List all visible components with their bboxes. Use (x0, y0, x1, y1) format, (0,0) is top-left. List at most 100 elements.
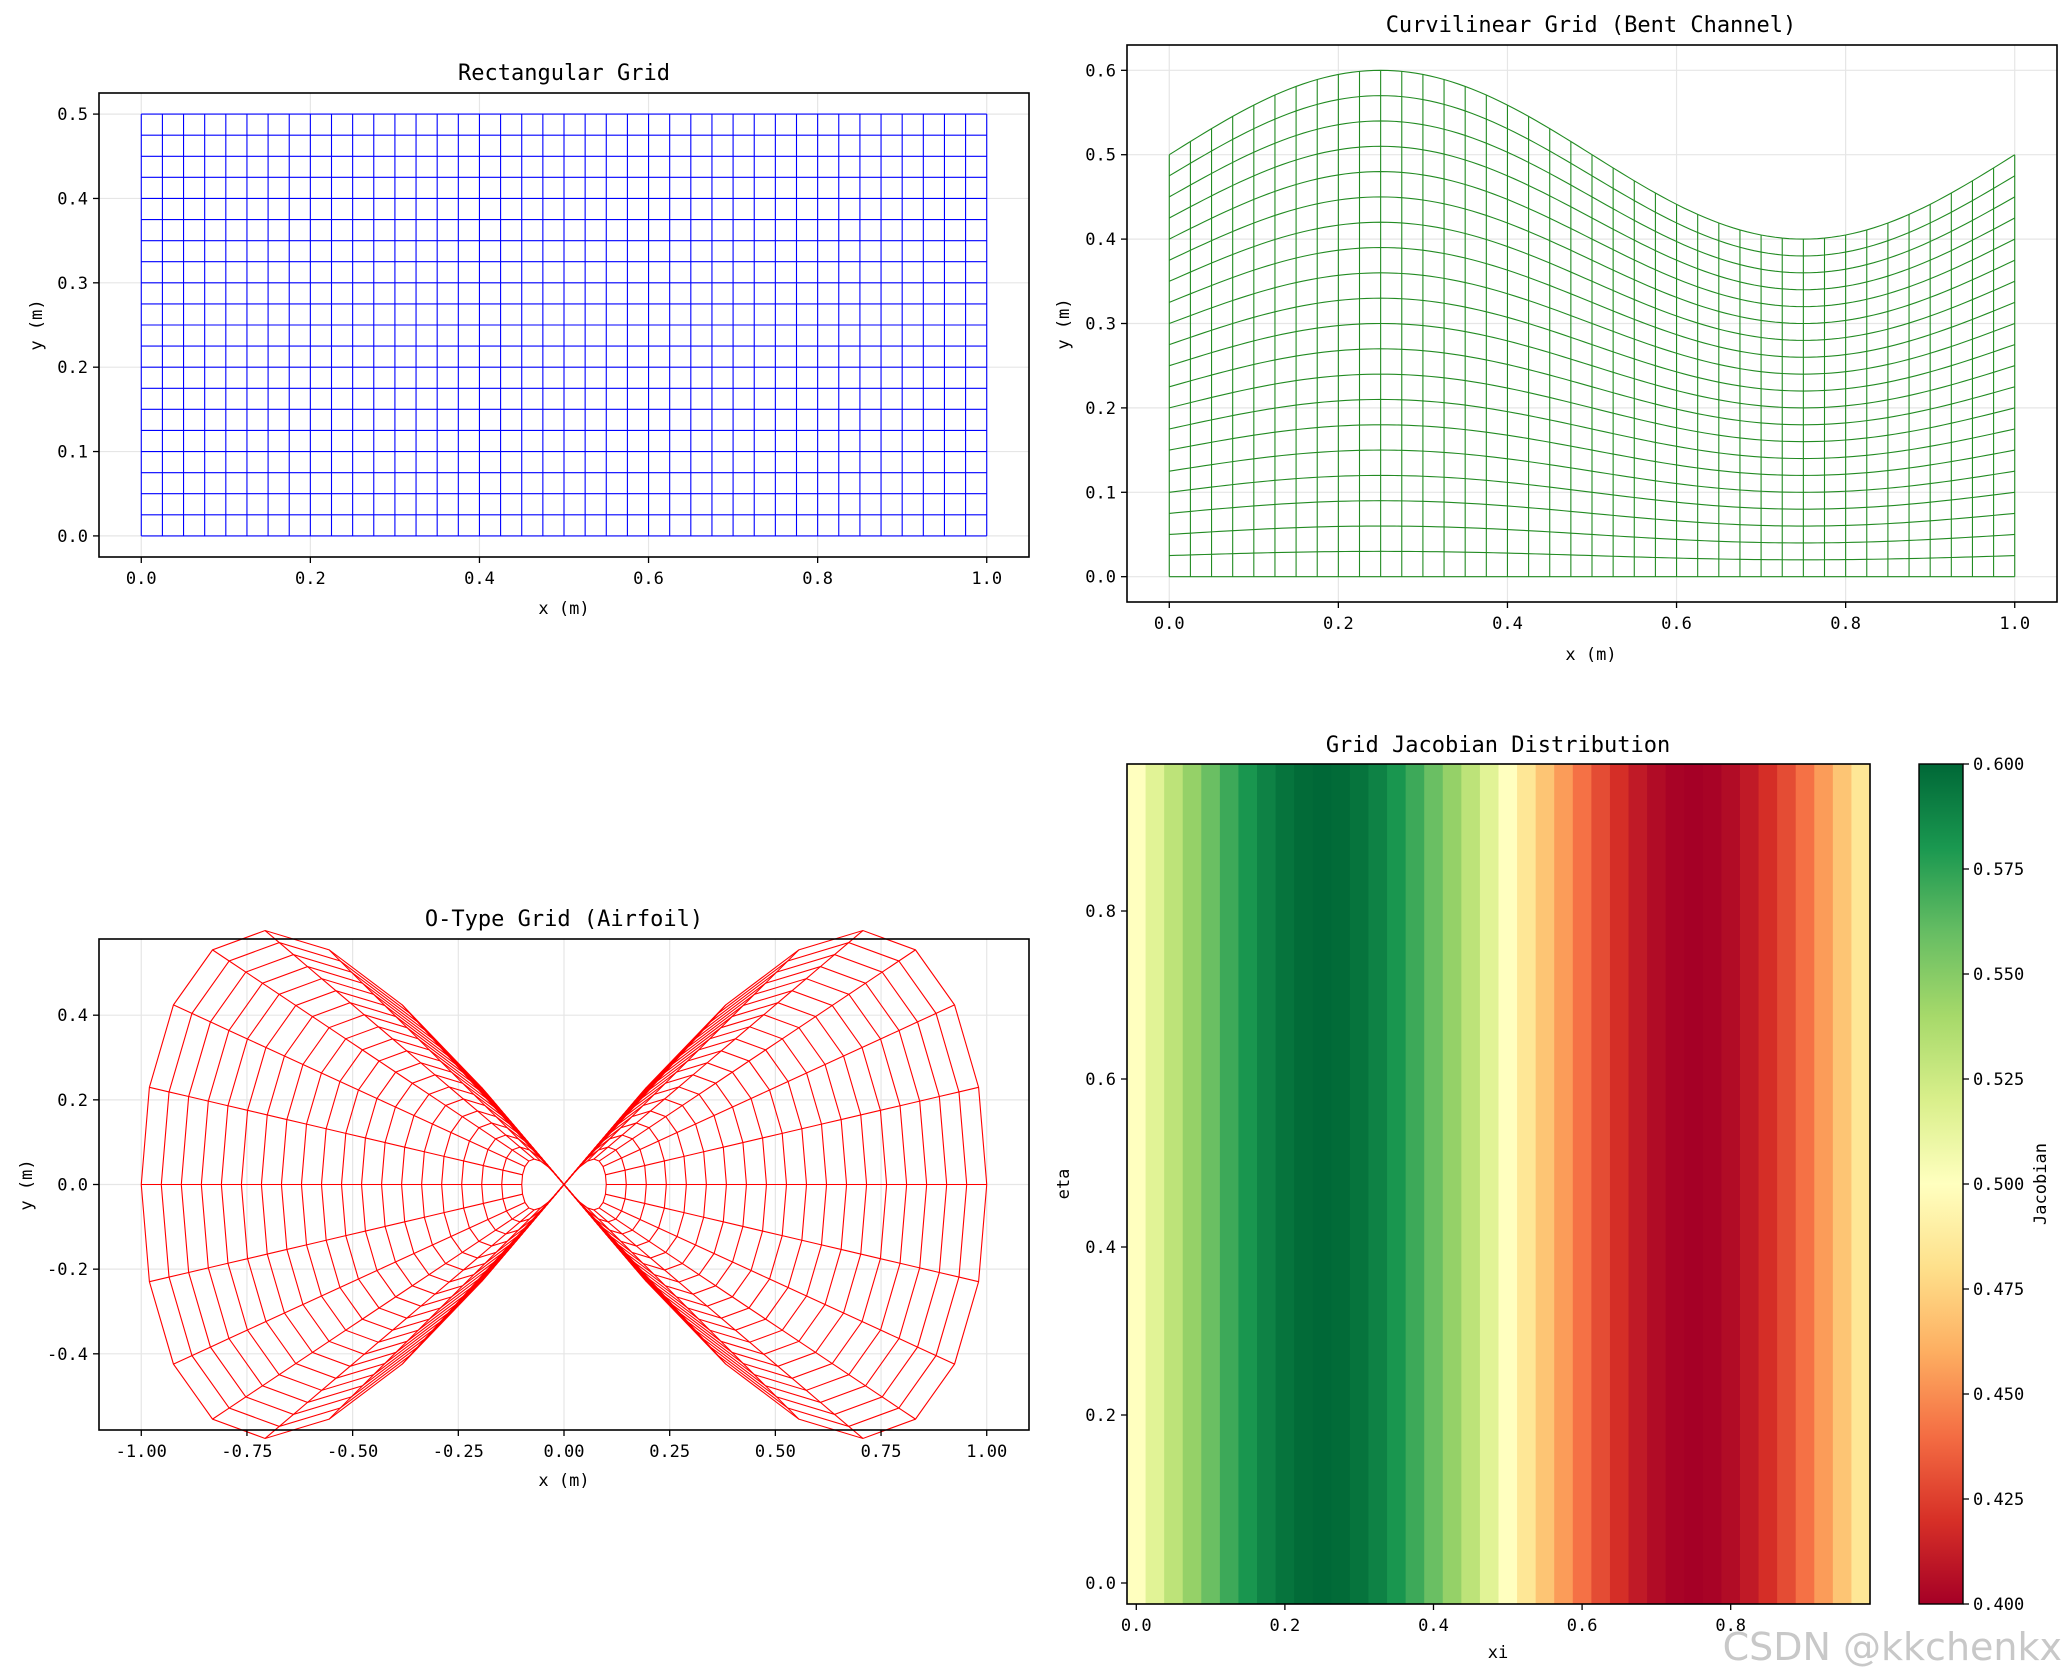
otype-spoke-5 (587, 949, 800, 1162)
otype-xtick-label-7: 0.75 (861, 1442, 902, 1462)
curv-xtick-label-5: 1.0 (1999, 614, 2030, 634)
jac-panel: Grid Jacobian Distribution 0.0 0.2 0.4 0.6 0… (1054, 733, 2051, 1663)
jac-xtick-label-1: 0.2 (1270, 1616, 1301, 1636)
jac-cell-col-6 (1238, 764, 1258, 1604)
jac-cell-col-16 (1424, 764, 1444, 1604)
jac-cell-col-32 (1721, 764, 1741, 1604)
otype-spoke-3 (598, 949, 916, 1162)
otype-title: O-Type Grid (Airfoil) (425, 907, 703, 932)
otype-panel: O-Type Grid (Airfoil) -1.00 -0.75 -0.50 -0.… (17, 907, 1030, 1491)
jac-cell-col-23 (1554, 764, 1574, 1604)
jac-cell-col-36 (1795, 764, 1815, 1604)
otype-spoke-25 (571, 1193, 647, 1283)
jac-ylabel: eta (1054, 1169, 1074, 1200)
jac-cell-col-28 (1647, 764, 1667, 1604)
jac-cell-col-25 (1591, 764, 1611, 1604)
jac-cell-col-37 (1814, 764, 1834, 1604)
otype-spoke-18 (173, 1004, 526, 1168)
otype-spoke-29 (598, 1207, 916, 1420)
otype-ytick-label-1: -0.2 (47, 1260, 88, 1280)
otype-xtick-label-2: -0.50 (327, 1442, 378, 1462)
colorbar-tick-label-6: 0.550 (1973, 965, 2024, 985)
otype-spoke-30 (602, 1201, 955, 1365)
jac-cell-col-24 (1572, 764, 1592, 1604)
otype-xtick-label-0: -1.00 (116, 1442, 167, 1462)
jac-cell-col-39 (1851, 764, 1871, 1604)
colorbar-tick-label-8: 0.600 (1973, 755, 2024, 775)
otype-spoke-1 (605, 1086, 979, 1176)
curv-ytick-label-2: 0.2 (1085, 399, 1116, 419)
jac-ytick-label-1: 0.2 (1085, 1406, 1116, 1426)
jac-cell-col-5 (1219, 764, 1240, 1604)
otype-spoke-7 (571, 1086, 647, 1176)
rect-xlabel: x (m) (538, 599, 589, 619)
curv-mesh (1168, 69, 2016, 578)
jac-cell-col-2 (1164, 764, 1184, 1604)
jac-ytick-label-3: 0.6 (1085, 1070, 1116, 1090)
rect-mesh (140, 113, 988, 537)
otype-spoke-15 (149, 1193, 523, 1283)
colorbar-tick-label-4: 0.500 (1973, 1175, 2024, 1195)
curv-ytick-label-3: 0.3 (1085, 315, 1116, 335)
jac-cell-col-8 (1275, 764, 1295, 1604)
curv-xlabel: x (m) (1565, 645, 1616, 665)
otype-spoke-6 (579, 1004, 727, 1167)
otype-xlabel: x (m) (538, 1471, 589, 1491)
jac-cell-col-14 (1387, 764, 1407, 1604)
jac-cell-col-11 (1331, 764, 1351, 1604)
jac-cell-col-15 (1405, 764, 1425, 1604)
jac-cell-col-13 (1368, 764, 1388, 1604)
otype-spoke-31 (605, 1193, 979, 1283)
jac-cell-col-10 (1312, 764, 1332, 1604)
jac-cell-col-7 (1257, 764, 1277, 1604)
jac-cell-col-26 (1609, 764, 1630, 1604)
curv-xtick-label-0: 0.0 (1154, 614, 1185, 634)
otype-xtick-label-8: 1.00 (966, 1442, 1007, 1462)
rect-xtick-label-0: 0.0 (126, 569, 157, 589)
jac-xtick-label-0: 0.0 (1121, 1616, 1152, 1636)
curv-xtick-label-4: 0.8 (1830, 614, 1861, 634)
otype-ytick-label-0: -0.4 (47, 1345, 88, 1365)
rect-ytick-label-0: 0.0 (57, 527, 88, 547)
otype-spoke-12 (264, 1209, 535, 1439)
jac-cell-col-19 (1479, 764, 1500, 1604)
jac-ytick-label-4: 0.8 (1085, 902, 1116, 922)
curv-ytick-label-5: 0.5 (1085, 146, 1116, 166)
otype-xtick-label-3: -0.25 (433, 1442, 484, 1462)
jac-cell-col-4 (1201, 764, 1221, 1604)
colorbar (1918, 763, 1964, 1605)
jac-axes-frame (1126, 763, 1871, 1605)
otype-spoke-23 (481, 1086, 557, 1176)
otype-xtick-label-5: 0.25 (649, 1442, 690, 1462)
jac-cell-col-27 (1628, 764, 1648, 1604)
jac-cell-col-29 (1665, 764, 1685, 1604)
jac-cell-col-9 (1294, 764, 1314, 1604)
rect-ytick-label-5: 0.5 (57, 105, 88, 125)
otype-xtick-label-1: -0.75 (221, 1442, 272, 1462)
jac-xtick-label-2: 0.4 (1418, 1616, 1449, 1636)
jac-cell-col-30 (1684, 764, 1704, 1604)
curv-ytick-label-6: 0.6 (1085, 61, 1116, 81)
curv-ytick-label-4: 0.4 (1085, 230, 1116, 250)
rect-title: Rectangular Grid (458, 61, 670, 86)
curv-xtick-label-3: 0.6 (1661, 614, 1692, 634)
rect-ytick-label-2: 0.2 (57, 358, 88, 378)
otype-xtick-label-6: 0.50 (755, 1442, 796, 1462)
otype-spoke-19 (212, 949, 530, 1162)
curv-xtick-label-2: 0.4 (1492, 614, 1523, 634)
otype-spoke-28 (593, 1209, 864, 1439)
colorbar-tick-label-1: 0.425 (1973, 1490, 2024, 1510)
colorbar-label: Jacobian (2031, 1143, 2051, 1225)
jac-cell-col-33 (1739, 764, 1760, 1604)
jac-cell-col-0 (1127, 764, 1147, 1604)
jac-cell-col-20 (1498, 764, 1518, 1604)
curv-ytick-label-0: 0.0 (1085, 568, 1116, 588)
otype-spoke-17 (149, 1086, 523, 1176)
otype-spoke-2 (602, 1004, 955, 1168)
rect-xtick-label-3: 0.6 (633, 569, 664, 589)
curv-panel: Curvilinear Grid (Bent Channel) 0.0 0.2 0.… (1054, 13, 2058, 665)
curv-xtick-label-1: 0.2 (1323, 614, 1354, 634)
otype-spoke-4 (593, 930, 864, 1160)
jac-xtick-label-4: 0.8 (1715, 1616, 1746, 1636)
